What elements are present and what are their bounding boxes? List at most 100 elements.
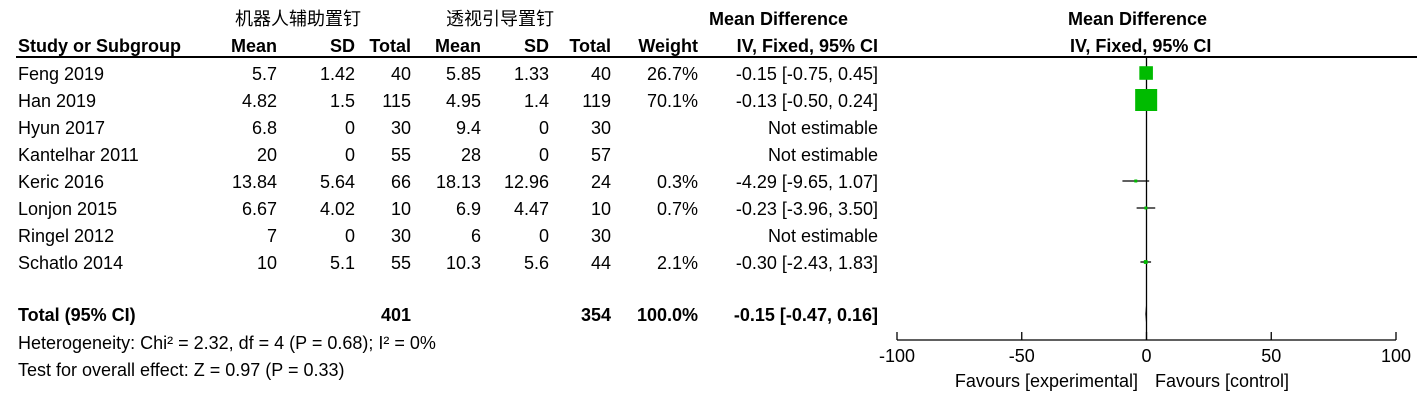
favours-control-label: Favours [control] [1155,371,1289,391]
pooled-diamond [1145,304,1147,324]
cell-m2: 28 [460,145,481,165]
cell-weight: 2.1% [656,253,698,273]
cell-m2: 9.4 [455,118,481,138]
cell-study: Keric 2016 [18,172,105,192]
plot-ci-header: IV, Fixed, 95% CI [1070,36,1212,56]
cell-ci: -4.29 [-9.65, 1.07] [735,172,878,192]
cell-n1: 30 [390,226,411,246]
cell-ci: Not estimable [767,145,878,165]
total-label: Total (95% CI) [18,305,136,325]
cell-sd2: 1.33 [513,64,549,84]
cell-m2: 18.13 [435,172,481,192]
cell-study: Lonjon 2015 [18,199,118,219]
cell-sd1: 1.42 [319,64,355,84]
cell-m1: 4.82 [241,91,277,111]
cell-weight: 70.1% [646,91,698,111]
cell-m1: 10 [256,253,277,273]
x-tick-label: -50 [1009,346,1035,366]
group2-header: 透视引导置钉 [446,9,554,29]
cell-study: Schatlo 2014 [18,253,124,273]
overall-effect-text: Test for overall effect: Z = 0.97 (P = 0… [18,360,345,380]
x-tick-label: 50 [1261,346,1281,366]
cell-n1: 40 [390,64,411,84]
cell-n1: 66 [390,172,411,192]
cell-ci: Not estimable [767,226,878,246]
cell-n1: 10 [390,199,411,219]
cell-n2: 10 [590,199,611,219]
mean2-column-header: Mean [434,36,481,56]
cell-m2: 5.85 [445,64,481,84]
cell-sd1: 5.1 [329,253,355,273]
cell-ci: Not estimable [767,118,878,138]
total-n2: 354 [580,305,611,325]
mean1-column-header: Mean [230,36,277,56]
cell-sd1: 1.5 [329,91,355,111]
x-tick-label: 100 [1381,346,1411,366]
cell-sd2: 12.96 [503,172,549,192]
md-title-header: Mean Difference [709,9,849,29]
cell-sd1: 0 [344,118,355,138]
total2-column-header: Total [569,36,611,56]
cell-n2: 30 [590,118,611,138]
favours-experimental-label: Favours [experimental] [955,371,1138,391]
cell-n1: 55 [390,253,411,273]
cell-ci: -0.13 [-0.50, 0.24] [735,91,878,111]
plot-title-header: Mean Difference [1068,9,1208,29]
cell-m1: 20 [256,145,277,165]
study-square [1134,179,1138,183]
heterogeneity-text: Heterogeneity: Chi² = 2.32, df = 4 (P = … [18,333,436,353]
sd1-column-header: SD [329,36,355,56]
cell-m2: 6 [470,226,481,246]
cell-n2: 30 [590,226,611,246]
cell-sd2: 5.6 [523,253,549,273]
cell-ci: -0.23 [-3.96, 3.50] [735,199,878,219]
cell-m1: 6.67 [241,199,277,219]
x-tick-label: 0 [1141,346,1151,366]
study-square [1144,206,1148,210]
cell-sd1: 0 [344,226,355,246]
cell-n2: 57 [590,145,611,165]
total-weight: 100.0% [636,305,698,325]
x-tick-label: -100 [879,346,915,366]
cell-n1: 55 [390,145,411,165]
cell-study: Kantelhar 2011 [18,145,139,165]
cell-weight: 0.7% [656,199,698,219]
cell-m2: 6.9 [455,199,481,219]
cell-n1: 115 [382,91,411,111]
study-square [1143,260,1148,264]
cell-sd1: 4.02 [319,199,355,219]
ci-column-header: IV, Fixed, 95% CI [736,36,878,56]
plot-marks: -100 -50 0 50 100 Favours [experimental] Favou… [879,57,1411,391]
cell-m2: 4.95 [445,91,481,111]
cell-sd2: 0 [538,118,549,138]
cell-sd2: 0 [538,226,549,246]
weight-column-header: Weight [638,36,698,56]
cell-weight: 0.3% [656,172,698,192]
cell-sd1: 0 [344,145,355,165]
cell-sd2: 0 [538,145,549,165]
cell-m1: 6.8 [251,118,277,138]
cell-ci: -0.15 [-0.75, 0.45] [735,64,878,84]
cell-ci: -0.30 [-2.43, 1.83] [735,253,878,273]
study-square [1135,89,1158,111]
cell-study: Hyun 2017 [18,118,106,138]
cell-sd2: 1.4 [523,91,549,111]
cell-m2: 10.3 [445,253,481,273]
group1-header: 机器人辅助置钉 [235,9,361,29]
cell-sd2: 4.47 [513,199,549,219]
cell-n2: 44 [590,253,611,273]
total1-column-header: Total [369,36,411,56]
cell-n2: 119 [582,91,611,111]
cell-m1: 7 [266,226,277,246]
study-column-header: Study or Subgroup [18,36,181,56]
cell-weight: 26.7% [646,64,698,84]
cell-n1: 30 [390,118,411,138]
cell-study: Ringel 2012 [18,226,115,246]
cell-sd1: 5.64 [319,172,355,192]
cell-study: Feng 2019 [18,64,105,84]
cell-m1: 5.7 [251,64,277,84]
cell-n2: 24 [590,172,611,192]
cell-m1: 13.84 [231,172,277,192]
